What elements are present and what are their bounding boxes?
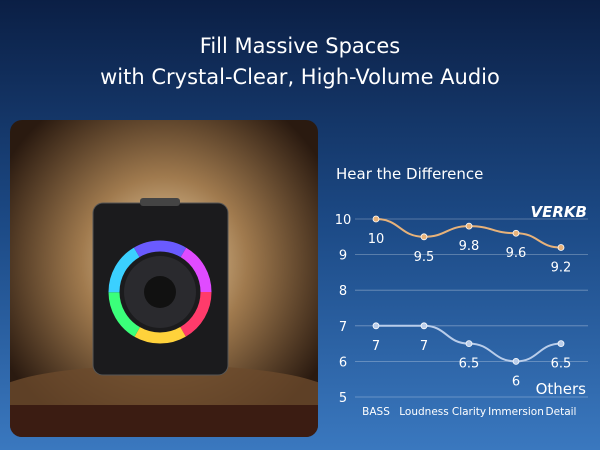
light-ring bbox=[108, 240, 212, 344]
series-label: Others bbox=[536, 380, 587, 398]
light-ring bbox=[108, 240, 212, 344]
x-tick-label: Immersion bbox=[488, 406, 544, 418]
headline: Fill Massive Spaces bbox=[200, 34, 400, 58]
x-tick-label: Detail bbox=[546, 406, 577, 418]
speaker-knobs bbox=[140, 198, 180, 206]
product-photo bbox=[10, 120, 318, 437]
x-tick-label: Clarity bbox=[452, 406, 486, 418]
y-tick-label: 10 bbox=[335, 213, 352, 228]
data-label: 7 bbox=[372, 339, 380, 354]
x-tick-label: BASS bbox=[362, 406, 390, 418]
data-label: 6.5 bbox=[459, 357, 480, 372]
data-point bbox=[372, 322, 380, 330]
y-tick-label: 5 bbox=[339, 391, 347, 406]
data-label: 6 bbox=[512, 374, 520, 389]
data-label: 7 bbox=[420, 339, 428, 354]
woofer-cap bbox=[144, 276, 176, 308]
data-point bbox=[557, 340, 565, 348]
data-point bbox=[465, 340, 473, 348]
headline: with Crystal-Clear, High-Volume Audio bbox=[100, 65, 500, 89]
data-point bbox=[420, 322, 428, 330]
data-point bbox=[557, 244, 565, 251]
chart-title: Hear the Difference bbox=[336, 165, 483, 183]
data-point bbox=[465, 222, 473, 230]
chart: Hear the Difference 5 6 7 8 9 10 BASS Loudness C… bbox=[335, 165, 588, 418]
light-ring bbox=[108, 240, 212, 344]
data-label: 10 bbox=[368, 232, 385, 247]
data-label: 9.2 bbox=[551, 260, 572, 275]
data-label: 9.8 bbox=[459, 239, 480, 254]
y-tick-label: 9 bbox=[339, 249, 347, 264]
data-point bbox=[512, 229, 520, 237]
data-point bbox=[420, 233, 428, 241]
y-tick-label: 7 bbox=[339, 320, 347, 335]
y-tick-label: 6 bbox=[339, 355, 347, 370]
light-ring bbox=[108, 240, 212, 344]
y-tick-label: 8 bbox=[339, 284, 347, 299]
series-label: VERKB bbox=[531, 203, 587, 221]
data-point bbox=[512, 357, 520, 365]
x-tick-label: Loudness bbox=[399, 406, 448, 418]
data-label: 9.5 bbox=[414, 250, 435, 265]
data-label: 9.6 bbox=[506, 246, 527, 261]
seats bbox=[10, 405, 318, 437]
data-point bbox=[372, 215, 380, 223]
data-label: 6.5 bbox=[551, 357, 572, 372]
